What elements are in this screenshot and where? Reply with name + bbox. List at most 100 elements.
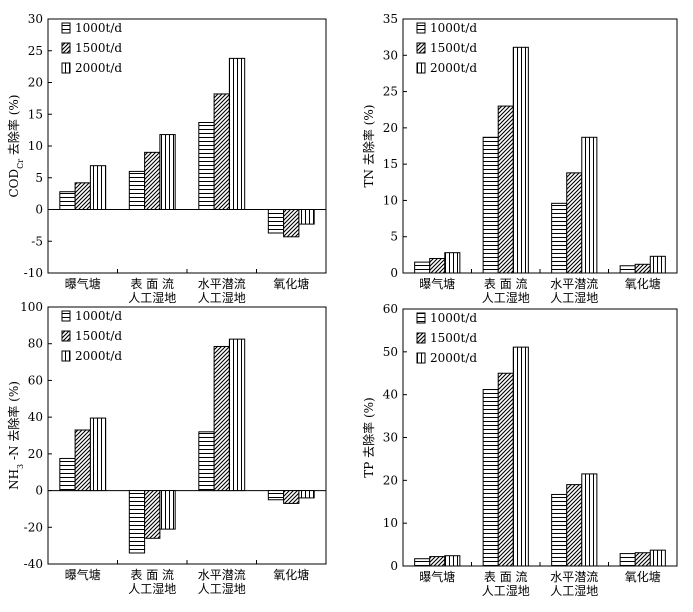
legend-swatch (416, 62, 426, 74)
x-category-label-line2: 人工湿地 (550, 583, 598, 598)
y-tick-label: 20 (28, 447, 43, 461)
legend-swatch (416, 312, 426, 324)
x-category-label: 表 面 流 (484, 570, 528, 584)
y-tick-label: 0 (35, 484, 43, 498)
x-category-label-line2: 人工湿地 (198, 581, 246, 596)
y-tick-label: 25 (383, 85, 398, 99)
bar-2000t-d-1 (512, 346, 529, 567)
bar-1500t-d-2 (213, 93, 230, 210)
x-category-label-line2: 人工湿地 (198, 290, 246, 305)
tp-removal-chart: 0102030405060曝气塘表 面 流人工湿地水平潜流人工湿地氧化塘1000… (361, 302, 678, 598)
legend-swatch (61, 310, 71, 322)
x-category-label-line2: 人工湿地 (128, 581, 176, 596)
legend-label: 2000t/d (430, 61, 477, 75)
legend-label: 2000t/d (430, 351, 477, 365)
bar-1500t-d-0 (429, 556, 446, 567)
nh3n-removal-chart: -40-20020406080100曝气塘表 面 流人工湿地水平潜流人工湿地氧化… (6, 300, 327, 596)
y-tick-label: 20 (28, 76, 43, 90)
legend-label: 2000t/d (75, 61, 122, 75)
legend-swatch (61, 350, 71, 362)
x-category-label: 水平潜流 (550, 570, 598, 584)
bar-1500t-d-2 (213, 345, 230, 492)
y-tick-label: 20 (383, 121, 398, 135)
bar-1000t-d-3 (619, 553, 636, 567)
bar-1000t-d-0 (59, 191, 76, 211)
bar-2000t-d-0 (89, 165, 107, 210)
bar-2000t-d-3 (298, 490, 315, 499)
plot-frame (402, 308, 678, 567)
y-tick-label: -10 (24, 266, 43, 280)
bar-1500t-d-0 (74, 182, 91, 211)
x-category-label-line2: 人工湿地 (128, 290, 176, 305)
x-category-label: 水平潜流 (198, 277, 246, 291)
legend-swatch (416, 22, 426, 34)
y-tick-label: 0 (390, 266, 398, 280)
x-category-label: 水平潜流 (550, 277, 598, 291)
x-category-label-line2: 人工湿地 (482, 583, 530, 598)
y-axis-label: TN 去除率 (%) (361, 105, 376, 188)
y-tick-label: 30 (28, 12, 43, 26)
legend-label: 1500t/d (75, 41, 122, 55)
bar-2000t-d-1 (159, 134, 176, 211)
bar-1000t-d-2 (198, 122, 215, 210)
x-category-label: 氧化塘 (625, 569, 661, 584)
y-axis-label: NH3 -N 去除率 (%) (6, 381, 25, 490)
x-category-label: 氧化塘 (625, 276, 661, 291)
bar-2000t-d-2 (228, 338, 246, 492)
bar-1500t-d-2 (566, 172, 583, 274)
legend-label: 2000t/d (75, 349, 122, 363)
legend-swatch (61, 42, 71, 54)
x-category-label: 曝气塘 (419, 569, 455, 584)
bar-1000t-d-1 (128, 170, 146, 210)
y-tick-label: 35 (383, 12, 398, 26)
bar-1000t-d-1 (482, 136, 499, 274)
y-axis-label: CODCr 去除率 (%) (6, 95, 25, 198)
bar-1500t-d-3 (283, 490, 300, 504)
legend-swatch (61, 22, 71, 34)
y-tick-label: 60 (28, 373, 43, 387)
bar-2000t-d-0 (444, 555, 461, 567)
bar-1500t-d-0 (74, 429, 91, 492)
y-tick-label: 100 (20, 300, 43, 314)
legend-label: 1000t/d (430, 21, 477, 35)
bar-1000t-d-3 (267, 209, 285, 234)
y-tick-label: -5 (31, 234, 43, 248)
y-tick-label: 15 (383, 157, 398, 171)
y-tick-label: 0 (390, 559, 398, 573)
x-category-label-line2: 人工湿地 (482, 290, 530, 305)
bar-2000t-d-2 (581, 473, 598, 567)
legend-label: 1500t/d (430, 331, 477, 345)
legend-label: 1500t/d (430, 41, 477, 55)
x-category-label: 表 面 流 (130, 277, 174, 291)
bar-2000t-d-2 (581, 136, 598, 274)
bar-1500t-d-1 (497, 372, 514, 567)
x-category-label: 水平潜流 (198, 568, 246, 582)
bar-1500t-d-1 (497, 105, 514, 274)
y-tick-label: -20 (24, 520, 43, 534)
bar-1500t-d-3 (283, 209, 300, 238)
y-tick-label: -40 (24, 557, 43, 571)
plot-frame (402, 18, 678, 274)
y-tick-label: 10 (383, 516, 398, 530)
x-category-label: 表 面 流 (484, 277, 528, 291)
bar-1000t-d-1 (128, 490, 146, 554)
y-tick-label: 60 (383, 302, 398, 316)
y-axis-label: TP 去除率 (%) (361, 397, 376, 477)
y-tick-label: 30 (383, 48, 398, 62)
y-tick-label: 40 (383, 388, 398, 402)
bar-1500t-d-2 (566, 484, 583, 567)
x-category-label: 氧化塘 (273, 276, 309, 291)
bar-2000t-d-1 (159, 490, 176, 530)
legend-label: 1000t/d (75, 309, 122, 323)
x-category-label: 曝气塘 (65, 567, 101, 582)
bar-2000t-d-2 (228, 57, 246, 211)
y-tick-label: 10 (28, 139, 43, 153)
bar-1000t-d-2 (551, 493, 568, 567)
x-category-label: 表 面 流 (130, 568, 174, 582)
y-tick-label: 5 (390, 230, 398, 244)
y-tick-label: 30 (383, 431, 398, 445)
bar-2000t-d-3 (649, 255, 666, 274)
bar-1500t-d-0 (429, 257, 446, 274)
y-tick-label: 5 (35, 171, 43, 185)
bar-1000t-d-0 (59, 457, 76, 492)
